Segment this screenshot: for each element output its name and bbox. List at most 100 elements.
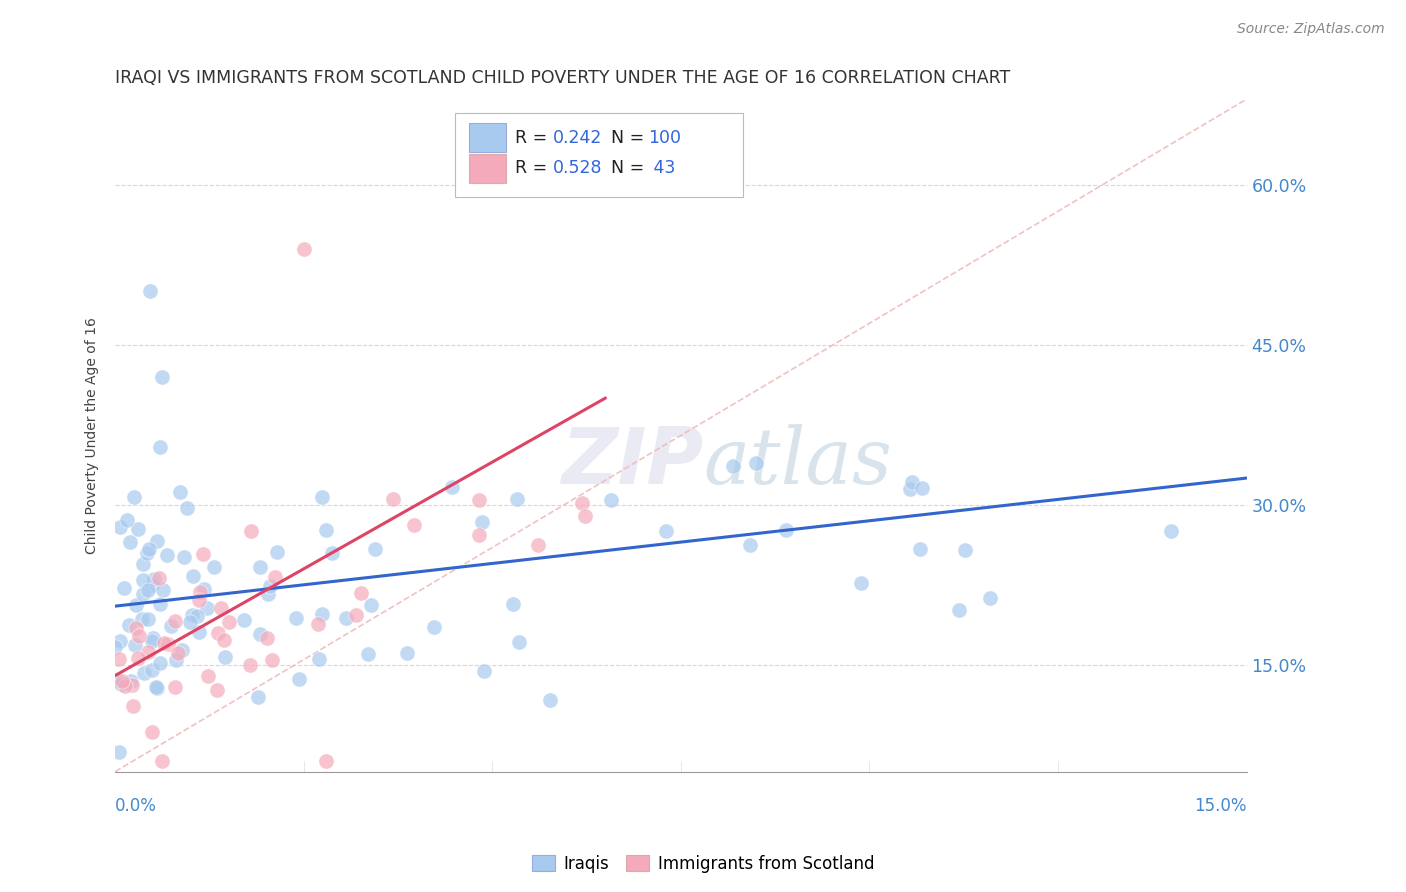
Point: [105, 673, 128, 688]
Point: [146, 534, 169, 549]
Point: [600, 492, 623, 507]
Point: [360, 598, 382, 612]
Point: [138, 583, 160, 598]
Point: [423, 620, 446, 634]
Point: [122, 490, 145, 504]
Point: [910, 542, 932, 557]
Point: [240, 524, 263, 538]
Point: [249, 559, 271, 574]
Point: [159, 618, 181, 632]
Point: [125, 599, 148, 613]
Point: [186, 609, 208, 624]
Point: [136, 612, 159, 626]
Point: [502, 597, 524, 611]
Legend: Iraqis, Immigrants from Scotland: Iraqis, Immigrants from Scotland: [526, 848, 880, 880]
Text: ZIP: ZIP: [561, 425, 703, 500]
Point: [441, 480, 464, 494]
Point: [911, 481, 934, 495]
Point: [145, 680, 167, 694]
Text: 0.0%: 0.0%: [115, 797, 157, 814]
Point: [205, 682, 228, 697]
Point: [900, 475, 922, 489]
Point: [308, 652, 330, 666]
Point: [181, 569, 204, 583]
Text: R =: R =: [515, 160, 553, 178]
Point: [108, 633, 131, 648]
Point: [745, 456, 768, 470]
Point: [156, 637, 179, 651]
Point: [155, 548, 177, 562]
Text: R =: R =: [515, 128, 553, 146]
Point: [257, 587, 280, 601]
Point: [357, 647, 380, 661]
Point: [262, 653, 284, 667]
Point: [266, 545, 288, 559]
Point: [141, 724, 163, 739]
Point: [188, 585, 211, 599]
Point: [315, 754, 337, 768]
Point: [149, 656, 172, 670]
Point: [127, 522, 149, 536]
Point: [149, 597, 172, 611]
Point: [1160, 524, 1182, 538]
Text: 15.0%: 15.0%: [1194, 797, 1247, 814]
Point: [197, 669, 219, 683]
Point: [134, 666, 156, 681]
Point: [346, 607, 368, 622]
Point: [233, 613, 256, 627]
Point: [170, 642, 193, 657]
Point: [468, 527, 491, 541]
Point: [953, 542, 976, 557]
Point: [212, 633, 235, 648]
Point: [187, 592, 209, 607]
Point: [259, 579, 281, 593]
Point: [188, 625, 211, 640]
Point: [138, 542, 160, 557]
Point: [382, 491, 405, 506]
Point: [207, 626, 229, 640]
Point: [108, 519, 131, 533]
Point: [117, 513, 139, 527]
FancyBboxPatch shape: [470, 153, 506, 183]
Point: [104, 640, 127, 655]
Point: [467, 492, 489, 507]
Text: 0.242: 0.242: [553, 128, 602, 146]
Text: 0.528: 0.528: [553, 160, 603, 178]
Point: [125, 621, 148, 635]
Point: [141, 633, 163, 648]
Point: [127, 650, 149, 665]
Point: [131, 612, 153, 626]
Text: atlas: atlas: [703, 424, 893, 500]
Point: [108, 745, 131, 759]
Point: [948, 603, 970, 617]
Point: [214, 649, 236, 664]
Point: [402, 518, 425, 533]
Point: [364, 542, 387, 557]
Point: [108, 651, 131, 665]
Point: [307, 617, 329, 632]
Point: [176, 500, 198, 515]
Point: [249, 627, 271, 641]
Text: IRAQI VS IMMIGRANTS FROM SCOTLAND CHILD POVERTY UNDER THE AGE OF 16 CORRELATION : IRAQI VS IMMIGRANTS FROM SCOTLAND CHILD …: [115, 69, 1011, 87]
Point: [285, 611, 308, 625]
Point: [146, 681, 169, 696]
Point: [472, 664, 495, 678]
Point: [191, 547, 214, 561]
Point: [505, 492, 527, 507]
Point: [239, 658, 262, 673]
Point: [120, 674, 142, 689]
Point: [218, 615, 240, 629]
Point: [654, 524, 676, 538]
Point: [738, 538, 761, 552]
Point: [112, 581, 135, 595]
Point: [321, 546, 343, 560]
Point: [195, 601, 218, 615]
Point: [110, 677, 132, 691]
Point: [173, 549, 195, 564]
Point: [110, 674, 132, 689]
Point: [153, 636, 176, 650]
Point: [128, 629, 150, 643]
Point: [350, 586, 373, 600]
Point: [143, 572, 166, 586]
Point: [165, 615, 187, 629]
